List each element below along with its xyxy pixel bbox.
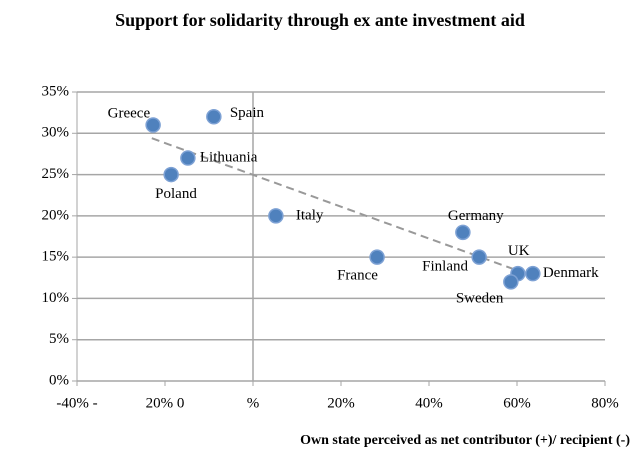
x-tick-label: % — [247, 395, 260, 411]
x-axis-label: Own state perceived as net contributor (… — [300, 433, 630, 448]
x-tick-label: 40% — [415, 395, 443, 411]
point-label: Greece — [108, 105, 151, 121]
point — [145, 117, 161, 133]
point — [206, 109, 222, 125]
point — [503, 274, 519, 290]
point-label: France — [337, 268, 378, 284]
y-tick-label: 15% — [42, 249, 70, 265]
x-tick-label: 80% — [591, 395, 619, 411]
point-label: Finland — [422, 259, 468, 275]
y-tick-label: 25% — [42, 166, 70, 182]
point-label: Germany — [448, 208, 504, 224]
point — [180, 150, 196, 166]
point-label: Lithuania — [200, 149, 258, 165]
point-label: Denmark — [543, 265, 599, 281]
y-tick-label: 10% — [42, 290, 70, 306]
y-tick-label: 5% — [49, 331, 69, 347]
point-label: Poland — [155, 186, 197, 202]
point — [471, 249, 487, 265]
chart-title: Support for solidarity through ex ante i… — [115, 10, 525, 30]
point — [369, 249, 385, 265]
x-tick-label: 20% — [327, 395, 355, 411]
y-tick-label: 20% — [42, 207, 70, 223]
point-label: Spain — [230, 105, 265, 121]
x-tick-label: 60% — [503, 395, 531, 411]
y-tick-label: 30% — [42, 125, 70, 141]
y-tick-label: 0% — [49, 372, 69, 388]
point — [268, 208, 284, 224]
point — [455, 224, 471, 241]
point-label: UK — [508, 243, 530, 259]
point — [163, 166, 179, 183]
point — [525, 265, 541, 282]
y-tick-label: 35% — [42, 83, 70, 99]
x-tick-label: -40% - — [56, 395, 97, 411]
point-label: Sweden — [456, 290, 504, 306]
x-tick-label: 20% 0 — [146, 395, 185, 411]
point-label: Italy — [296, 207, 324, 223]
